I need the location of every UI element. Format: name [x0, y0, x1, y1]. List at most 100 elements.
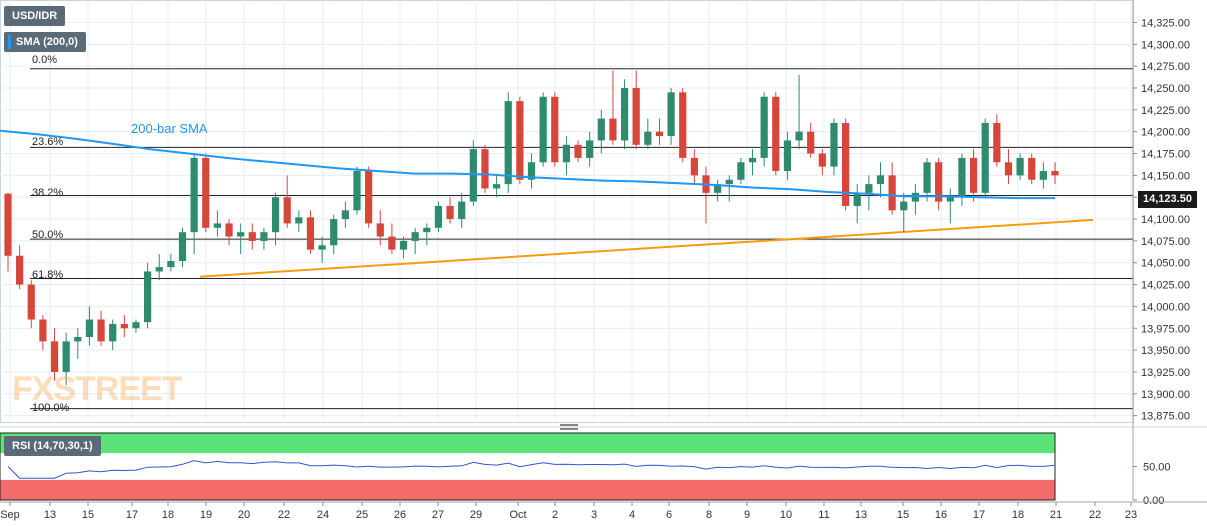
candle-body	[865, 184, 873, 193]
candle-body	[411, 232, 419, 241]
grid	[0, 0, 1134, 423]
symbol-label: USD/IDR	[12, 10, 58, 22]
candle-body	[667, 92, 675, 137]
symbol-tag[interactable]: USD/IDR	[4, 6, 66, 26]
candle-body	[167, 260, 175, 268]
candle-body	[853, 192, 861, 206]
candle-body	[97, 319, 105, 342]
candle-body	[248, 232, 256, 241]
candle-body	[120, 323, 128, 329]
candle-body	[679, 92, 687, 158]
x-tick-label: 19	[200, 509, 212, 521]
candle-body	[900, 201, 908, 211]
indicator-label: SMA (200,0)	[16, 36, 78, 48]
indicator-tag[interactable]: SMA (200,0)	[4, 32, 86, 52]
y-tick-label: 14,150.00	[1141, 170, 1190, 182]
x-tick-label: 16	[935, 509, 947, 521]
rsi-frame	[0, 432, 1056, 501]
x-tick-label: 13	[855, 509, 867, 521]
price-axis: 14,325.00 14,300.00 14,275.00 14,250.00 14,2…	[1132, 0, 1190, 500]
y-tick-label: 13,975.00	[1141, 323, 1190, 335]
candle-body	[132, 322, 140, 329]
x-tick-label: 8	[706, 509, 712, 521]
y-tick-label: 14,175.00	[1141, 149, 1190, 161]
x-tick-label: 6	[666, 509, 672, 521]
x-tick-label: 2	[552, 509, 558, 521]
rsi-tick-label: 50.00	[1143, 462, 1171, 474]
candle-body	[271, 197, 280, 233]
fxstreet-watermark: FXSTREET	[12, 370, 183, 408]
candle-body	[4, 193, 12, 256]
candle-body	[527, 162, 536, 180]
candle-body	[888, 175, 896, 211]
x-tick-label: 20	[238, 509, 250, 521]
x-tick-label: 23	[1125, 509, 1137, 521]
trendline-layer	[199, 218, 1094, 278]
candle-body	[202, 157, 210, 228]
rsi-tag[interactable]: RSI (14,70,30,1)	[4, 436, 101, 456]
candle-body	[690, 157, 698, 176]
candle-body	[876, 175, 885, 185]
candle-body	[27, 284, 35, 320]
candle-body	[841, 122, 850, 206]
candle-body	[399, 240, 408, 250]
candle-body	[306, 217, 315, 250]
candle-body	[50, 341, 59, 372]
y-tick-label: 13,925.00	[1141, 367, 1190, 379]
plot-frame	[0, 0, 1134, 423]
candle-body	[539, 96, 547, 163]
candle-body	[725, 179, 733, 185]
fib-label-61-8: 61.8%	[32, 269, 64, 281]
rsi-line	[7, 460, 1056, 479]
candle-body	[609, 118, 617, 141]
fib-label-0: 0.0%	[32, 54, 58, 66]
candle-body	[388, 236, 396, 250]
x-tick-label: 3	[591, 509, 597, 521]
candle-body	[818, 153, 826, 167]
candle-body	[318, 245, 326, 250]
x-tick-label: 26	[394, 509, 406, 521]
y-tick-label: 14,275.00	[1141, 61, 1190, 73]
candle-body	[562, 144, 571, 163]
x-tick-label: 15	[897, 509, 909, 521]
candles[interactable]	[4, 70, 1059, 386]
y-tick-label: 14,250.00	[1141, 83, 1190, 95]
candle-body	[620, 88, 629, 141]
x-tick-label: 17	[973, 509, 985, 521]
x-tick-label: 10	[780, 509, 792, 521]
candle-body	[783, 140, 792, 171]
y-tick-label: 14,200.00	[1141, 127, 1190, 139]
candle-body	[516, 101, 524, 180]
rsi-overbought-zone	[0, 433, 1055, 454]
support-trendline	[199, 218, 1094, 278]
candle-body	[632, 88, 640, 145]
candle-body	[469, 149, 477, 202]
candle-body	[283, 197, 291, 224]
candle-body	[365, 171, 373, 224]
x-tick-label: 4	[629, 509, 635, 521]
candle-body	[807, 131, 815, 154]
fibonacci-levels	[30, 68, 1133, 410]
x-tick-label: 27	[432, 509, 444, 521]
y-tick-label: 14,300.00	[1141, 39, 1190, 51]
candle-body	[481, 149, 489, 189]
x-tick-label: 11	[818, 509, 829, 521]
candle-body	[85, 319, 94, 337]
x-tick-label: 18	[162, 509, 174, 521]
y-tick-label: 14,050.00	[1141, 258, 1190, 270]
candle-body	[492, 184, 501, 189]
candle-body	[341, 210, 349, 220]
candle-body	[1039, 171, 1047, 180]
candle-body	[109, 323, 117, 342]
candle-body	[295, 217, 303, 224]
current-price-tag: 14,123.50	[1138, 191, 1197, 208]
x-tick-label: 24	[317, 509, 329, 521]
candle-body	[225, 223, 233, 237]
candle-body	[551, 96, 559, 163]
y-tick-label: 14,025.00	[1141, 280, 1190, 292]
time-axis: Sep 13 15 17 18 19 20 22 24 25 26 27 29 Oct 2 3 4 6 8 9 10 11…	[0, 501, 1207, 521]
candle-body	[993, 122, 1001, 163]
candle-body	[644, 131, 652, 145]
candle-body	[458, 201, 466, 220]
